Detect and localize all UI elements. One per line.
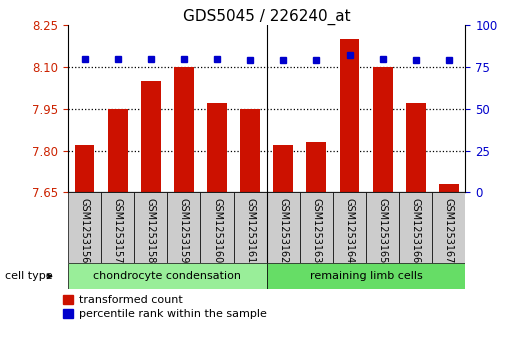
Bar: [108, 109, 128, 192]
Text: GSM1253157: GSM1253157: [112, 198, 123, 264]
Bar: [433, 192, 465, 263]
Bar: [300, 192, 333, 263]
Bar: [240, 109, 260, 192]
Text: GSM1253164: GSM1253164: [345, 198, 355, 263]
Text: GSM1253161: GSM1253161: [245, 198, 255, 263]
Title: GDS5045 / 226240_at: GDS5045 / 226240_at: [183, 9, 350, 25]
Bar: [141, 81, 161, 192]
Bar: [366, 192, 399, 263]
Bar: [399, 192, 433, 263]
Text: GSM1253167: GSM1253167: [444, 198, 454, 264]
Text: GSM1253156: GSM1253156: [79, 198, 89, 264]
Text: GSM1253162: GSM1253162: [278, 198, 288, 264]
Bar: [68, 263, 267, 289]
Text: cell type: cell type: [5, 271, 53, 281]
Bar: [75, 145, 95, 192]
Bar: [306, 142, 326, 192]
Text: GSM1253159: GSM1253159: [179, 198, 189, 264]
Bar: [234, 192, 267, 263]
Legend: transformed count, percentile rank within the sample: transformed count, percentile rank withi…: [63, 295, 267, 319]
Bar: [439, 184, 459, 192]
Text: chondrocyte condensation: chondrocyte condensation: [94, 271, 241, 281]
Bar: [174, 67, 194, 192]
Bar: [373, 67, 393, 192]
Bar: [200, 192, 234, 263]
Bar: [333, 192, 366, 263]
Bar: [274, 145, 293, 192]
Bar: [68, 192, 101, 263]
Text: GSM1253163: GSM1253163: [311, 198, 322, 263]
Bar: [101, 192, 134, 263]
Text: remaining limb cells: remaining limb cells: [310, 271, 423, 281]
Bar: [134, 192, 167, 263]
Bar: [267, 263, 465, 289]
Bar: [339, 39, 359, 192]
Text: GSM1253160: GSM1253160: [212, 198, 222, 263]
Bar: [207, 103, 227, 192]
Bar: [406, 103, 426, 192]
Text: GSM1253166: GSM1253166: [411, 198, 421, 263]
Text: GSM1253165: GSM1253165: [378, 198, 388, 264]
Bar: [267, 192, 300, 263]
Bar: [167, 192, 200, 263]
Text: GSM1253158: GSM1253158: [146, 198, 156, 264]
